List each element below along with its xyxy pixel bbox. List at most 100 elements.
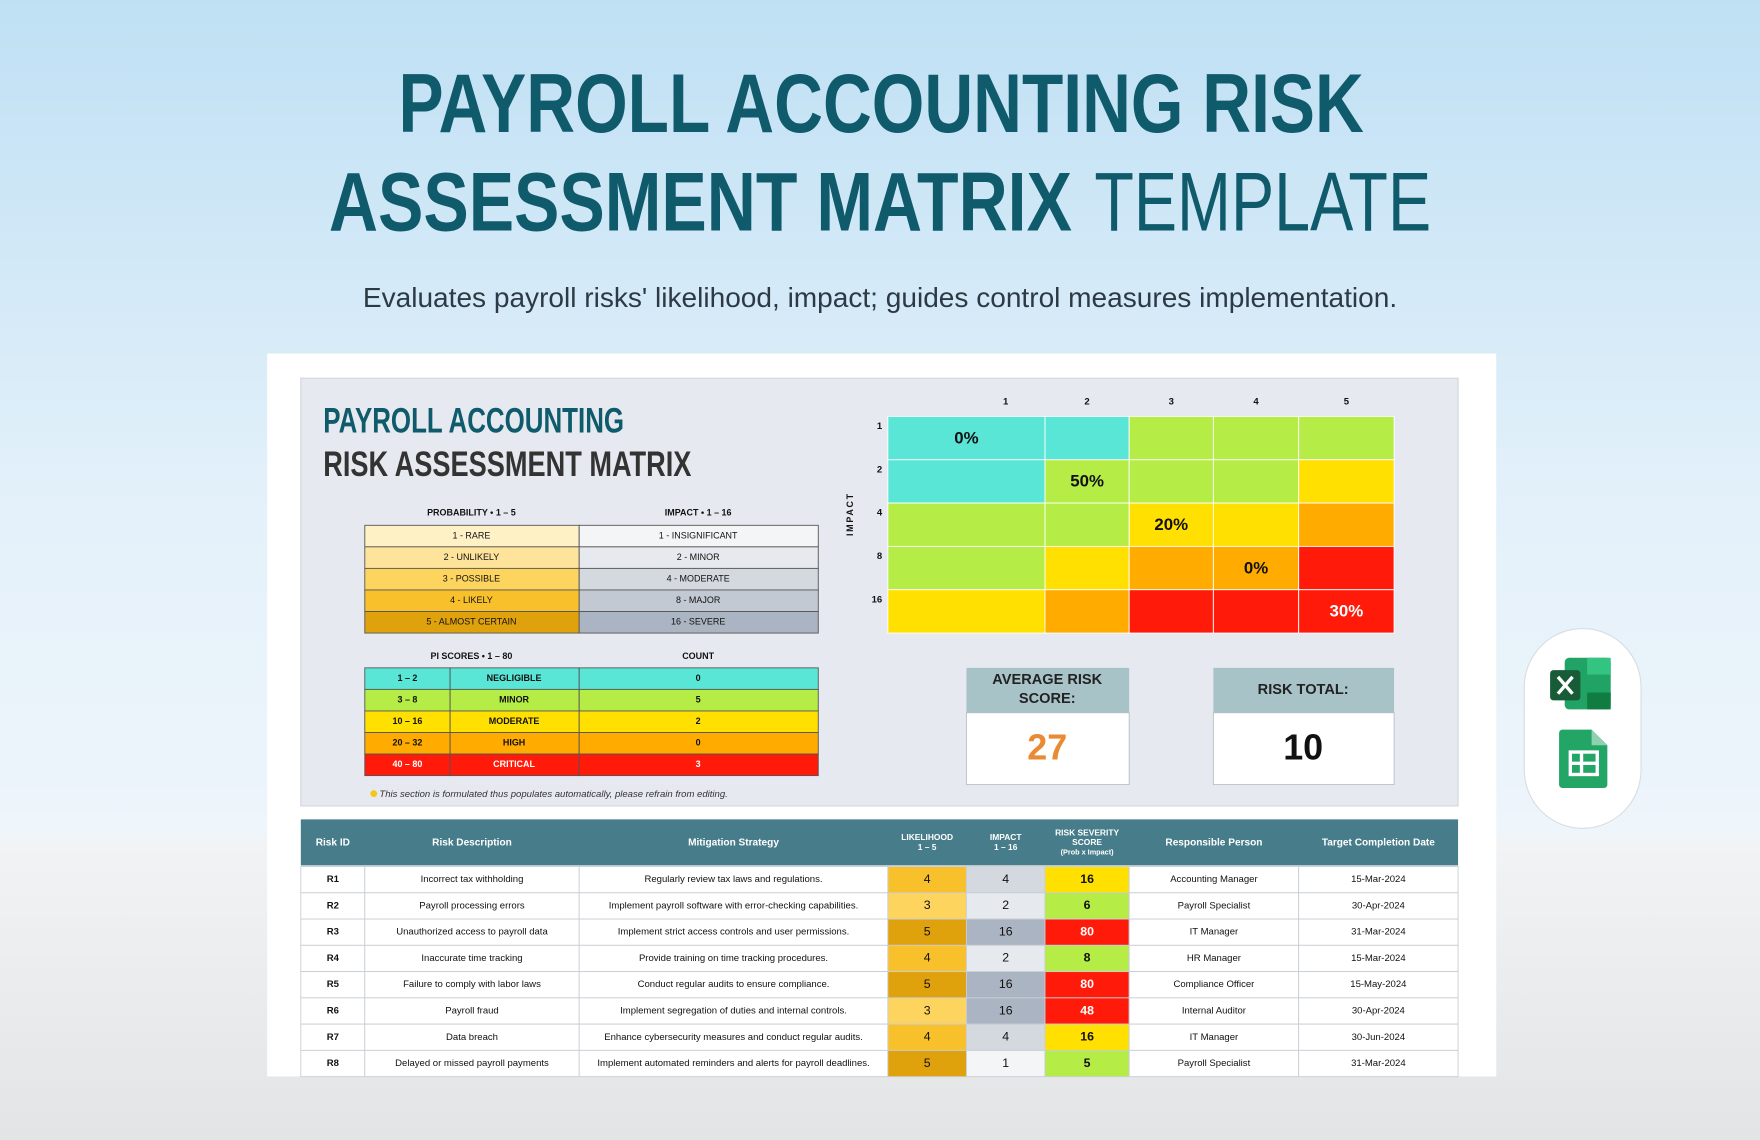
table-cell: [300, 892, 366, 920]
matrix-cell: [1212, 415, 1300, 461]
table-value: Incorrect tax withholding: [421, 874, 524, 885]
pi-level: HIGH: [503, 738, 525, 748]
matrix-row: 4: [877, 508, 883, 519]
matrix-row: 16: [872, 594, 883, 605]
average-box: [965, 712, 1130, 786]
matrix-cell: [887, 545, 1046, 591]
table-value: 2: [1002, 951, 1009, 965]
table-value: Internal Auditor: [1182, 1006, 1247, 1017]
note: This section is formulated thus populate…: [379, 789, 727, 800]
pi-range: 20 – 32: [392, 738, 422, 748]
table-value: Implement segregation of duties and inte…: [620, 1006, 847, 1017]
table-value: Payroll Specialist: [1178, 1058, 1251, 1069]
table-value: Implement payroll software with error-ch…: [609, 900, 859, 911]
table-value: 80: [1080, 977, 1094, 991]
matrix-cell: [1212, 589, 1300, 634]
table-value: R1: [327, 874, 340, 885]
table-cell: [1044, 1049, 1130, 1078]
pi-level: MODERATE: [489, 716, 540, 726]
total-label: RISK TOTAL:: [1258, 682, 1349, 698]
pi-level: CRITICAL: [493, 759, 535, 769]
matrix-cell: [1044, 459, 1130, 504]
table-value: 4: [1002, 872, 1009, 886]
matrix-cell: [1128, 589, 1214, 634]
table-value: Payroll fraud: [445, 1006, 499, 1017]
column-header: RISK SEVERITY: [1055, 828, 1119, 838]
matrix-axis-label: IMPACT: [845, 492, 855, 536]
table-value: 16: [1080, 1030, 1094, 1044]
title-light: TEMPLATE: [1094, 156, 1431, 249]
matrix-cell: [1044, 545, 1130, 591]
impact-label: 2 - MINOR: [677, 552, 720, 562]
probability-label: 2 - UNLIKELY: [444, 552, 500, 562]
table-value: Conduct regular audits to ensure complia…: [638, 979, 830, 990]
pi-count: 0: [696, 673, 701, 683]
matrix-cell: [1212, 502, 1300, 547]
sheet-title: PAYROLL ACCOUNTING: [323, 402, 624, 440]
column-header: (Prob x Impact): [1061, 847, 1115, 856]
table-cell: [1044, 997, 1130, 1025]
matrix-cell: [1044, 502, 1130, 547]
table-value: 30-Apr-2024: [1352, 1006, 1406, 1017]
table-cell: [1128, 918, 1300, 946]
table-cell: [364, 971, 580, 999]
table-value: 80: [1080, 924, 1094, 938]
table-value: R6: [327, 1006, 339, 1017]
average-value: 27: [1027, 726, 1067, 767]
table-cell: [578, 944, 889, 973]
table-value: R3: [327, 927, 339, 938]
table-value: HR Manager: [1187, 953, 1242, 964]
table-value: 15-Mar-2024: [1351, 874, 1406, 885]
table-value: IT Manager: [1190, 1032, 1239, 1043]
title: PAYROLL ACCOUNTING RISK: [398, 57, 1363, 150]
table-cell: [1298, 997, 1459, 1025]
table-value: Unauthorized access to payroll data: [396, 927, 548, 938]
matrix-cell: [1298, 589, 1395, 634]
pi-count: 0: [696, 738, 701, 748]
probability-label: 5 - ALMOST CERTAIN: [426, 617, 516, 627]
matrix-column: 4: [1253, 396, 1259, 407]
table-cell: [1298, 866, 1459, 894]
note-icon: [370, 790, 378, 797]
matrix-percentage: 30%: [1330, 602, 1364, 621]
matrix-cell: [887, 589, 1046, 634]
title: ASSESSMENT MATRIX: [329, 156, 1072, 249]
matrix-cell: [1044, 415, 1130, 461]
table-cell: [1044, 866, 1130, 894]
matrix-column: 1: [1003, 396, 1009, 407]
table-value: 8: [1084, 951, 1091, 965]
pi-range: 10 – 16: [392, 716, 422, 726]
table-value: 15-Mar-2024: [1351, 953, 1406, 964]
table-value: 31-Mar-2024: [1351, 1058, 1406, 1069]
pi-level: MINOR: [499, 695, 529, 705]
table-header: IMPACT • 1 – 16: [665, 507, 732, 517]
matrix-cell: [1298, 545, 1395, 591]
table-value: 5: [1084, 1056, 1091, 1070]
column-header: SCORE: [1072, 837, 1102, 847]
matrix-row: 8: [877, 551, 882, 562]
table-value: 5: [924, 924, 931, 938]
matrix-cell: [1128, 545, 1214, 591]
pi-cell: [578, 753, 819, 777]
table-value: 4: [1002, 1030, 1009, 1044]
table-value: R7: [327, 1032, 339, 1043]
table-value: 3: [924, 1003, 931, 1017]
table-value: 5: [924, 977, 931, 991]
table-cell: [965, 892, 1046, 920]
table-cell: [300, 866, 366, 894]
total-value: 10: [1283, 726, 1323, 767]
matrix-cell: [1044, 589, 1130, 634]
column-header: Risk Description: [432, 838, 512, 849]
table-cell: [578, 1049, 889, 1078]
matrix-percentage: 0%: [954, 428, 978, 447]
table-cell: [1128, 1023, 1300, 1051]
table-value: R2: [327, 900, 339, 911]
average-label: SCORE:: [1019, 691, 1076, 707]
table-cell: [1298, 1049, 1459, 1078]
column-header: Risk ID: [316, 838, 350, 849]
table-value: Compliance Officer: [1173, 979, 1255, 990]
table-cell: [364, 892, 580, 920]
table-value: 1: [1002, 1056, 1009, 1070]
